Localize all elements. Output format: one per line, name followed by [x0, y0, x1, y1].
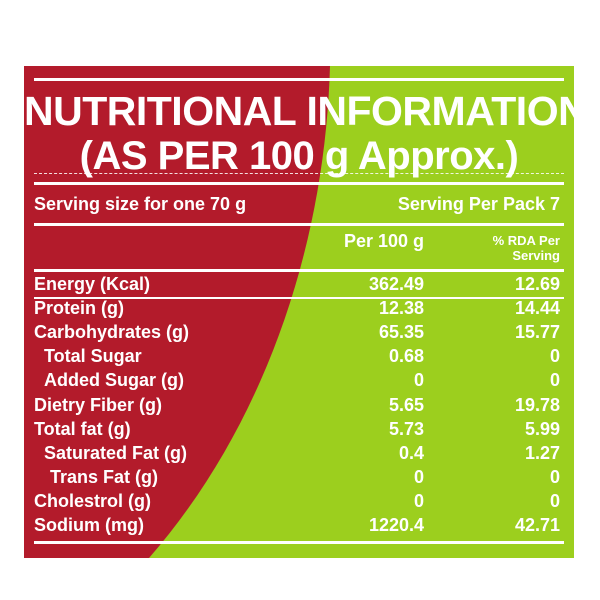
table-row: Trans Fat (g) 0 0	[24, 467, 574, 491]
table-row: Total fat (g) 5.73 5.99	[24, 419, 574, 443]
per-100g-value: 5.73	[388, 419, 424, 439]
column-header-per-100g: Per 100 g	[343, 231, 424, 251]
table-row: Energy (Kcal) 362.49 12.69	[24, 274, 574, 298]
rda-value: 42.71	[514, 515, 560, 535]
rda-header-line-1: % RDA Per	[492, 233, 560, 248]
nutrient-label: Total Sugar	[44, 346, 142, 366]
rda-value: 0	[549, 467, 560, 487]
bottom-rule	[34, 541, 564, 544]
serving-size-text: Serving size for one 70 g	[34, 194, 247, 214]
red-swoosh	[24, 66, 330, 558]
rda-value: 1.27	[524, 443, 560, 463]
nutrient-label: Cholestrol (g)	[34, 491, 151, 511]
table-row: Added Sugar (g) 0 0	[24, 370, 574, 394]
nutrient-label: Added Sugar (g)	[44, 370, 184, 390]
per-100g-value: 5.65	[388, 395, 424, 415]
nutrient-label: Trans Fat (g)	[50, 467, 159, 487]
header-rule	[34, 269, 564, 272]
nutrient-label: Energy (Kcal)	[34, 274, 151, 294]
nutrient-label: Total fat (g)	[34, 419, 131, 439]
rda-value: 0	[549, 346, 560, 366]
nutrient-label: Protein (g)	[34, 298, 124, 318]
rda-value: 0	[549, 370, 560, 390]
rda-value: 14.44	[514, 298, 560, 318]
per-100g-value: 0.4	[398, 443, 424, 463]
nutrient-label: Dietry Fiber (g)	[34, 395, 163, 415]
table-row: Saturated Fat (g) 0.4 1.27	[24, 443, 574, 467]
rda-value: 0	[549, 491, 560, 511]
title-bottom-rule	[34, 182, 564, 185]
nutrient-label: Saturated Fat (g)	[44, 443, 188, 463]
table-row: Protein (g) 12.38 14.44	[24, 298, 574, 322]
title-line-2: (AS PER 100 g Approx.)	[79, 134, 519, 178]
rda-value: 5.99	[524, 419, 560, 439]
table-row: Sodium (mg) 1220.4 42.71	[24, 515, 574, 539]
table-row: Carbohydrates (g) 65.35 15.77	[24, 322, 574, 346]
per-100g-value: 0	[413, 370, 424, 390]
per-100g-value: 12.38	[378, 298, 424, 318]
per-100g-value: 0.68	[388, 346, 424, 366]
top-rule	[34, 78, 564, 81]
nutrient-label: Carbohydrates (g)	[34, 322, 190, 342]
column-header-rda: % RDA Per Serving	[493, 233, 560, 263]
per-100g-value: 65.35	[378, 322, 424, 342]
table-row: Cholestrol (g) 0 0	[24, 491, 574, 515]
rda-header-line-2: Serving	[512, 248, 560, 263]
per-100g-value: 0	[413, 467, 424, 487]
title-dotted-rule	[34, 173, 564, 174]
per-100g-value: 362.49	[368, 274, 424, 294]
serving-per-pack-text: Serving Per Pack 7	[397, 194, 560, 214]
title-line-1: NUTRITIONAL INFORMATION	[24, 88, 574, 134]
rda-value: 12.69	[514, 274, 560, 294]
row-rule	[34, 297, 564, 299]
two-tone-background	[24, 66, 574, 558]
rda-value: 19.78	[514, 395, 560, 415]
rda-value: 15.77	[514, 322, 560, 342]
nutrition-label-panel: NUTRITIONAL INFORMATION (AS PER 100 g Ap…	[24, 66, 574, 558]
per-100g-value: 1220.4	[368, 515, 424, 535]
per-100g-value: 0	[413, 491, 424, 511]
table-row: Dietry Fiber (g) 5.65 19.78	[24, 395, 574, 419]
serving-rule	[34, 223, 564, 226]
nutrient-label: Sodium (mg)	[34, 515, 144, 535]
table-row: Total Sugar 0.68 0	[24, 346, 574, 370]
